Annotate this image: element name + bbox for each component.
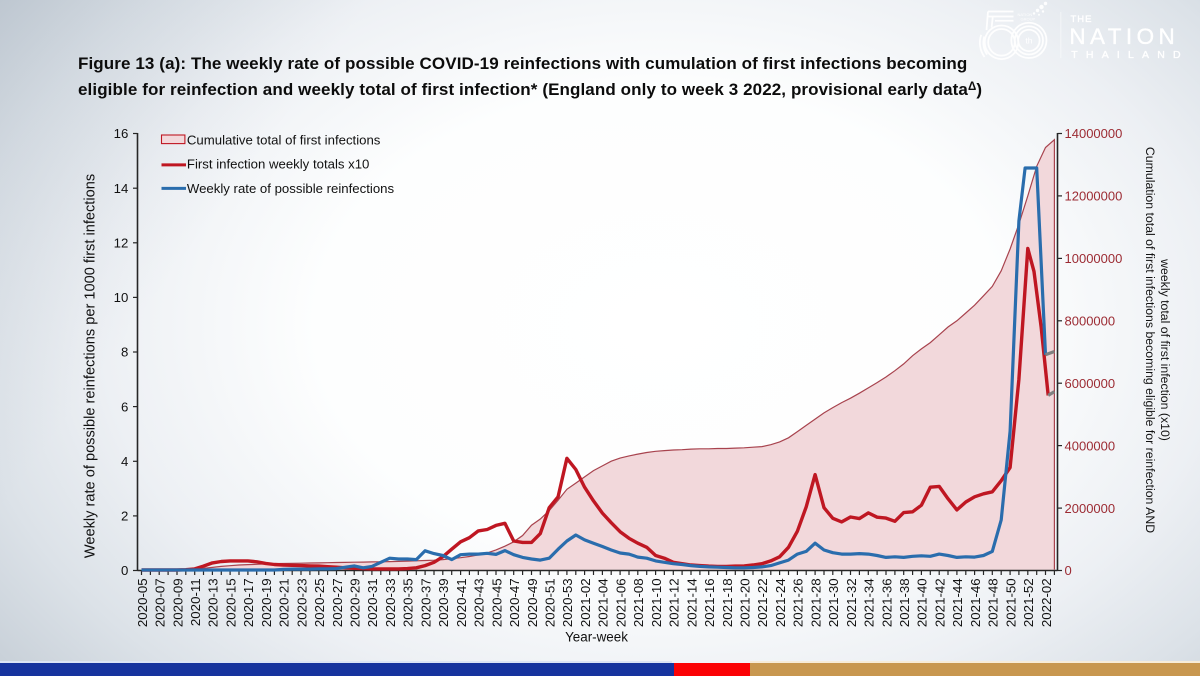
- svg-text:2020-53: 2020-53: [560, 578, 575, 627]
- svg-text:2021-08: 2021-08: [631, 578, 646, 627]
- svg-text:14000000: 14000000: [1065, 126, 1123, 141]
- svg-text:2021-04: 2021-04: [596, 578, 611, 627]
- svg-text:2021-52: 2021-52: [1021, 578, 1036, 627]
- svg-text:10000000: 10000000: [1065, 251, 1123, 266]
- svg-text:2020-47: 2020-47: [507, 578, 522, 627]
- svg-text:2020-35: 2020-35: [401, 578, 416, 627]
- svg-text:THAILAND: THAILAND: [1071, 49, 1189, 61]
- svg-text:2020-33: 2020-33: [383, 578, 398, 627]
- svg-text:Weekly rate of possible rein: Weekly rate of possible reinfections per…: [83, 174, 99, 558]
- svg-text:Cumulation total of first infe: Cumulation total of first infections bec…: [1143, 147, 1157, 533]
- svg-text:0: 0: [121, 563, 128, 578]
- svg-text:8: 8: [121, 345, 128, 360]
- svg-text:2020-37: 2020-37: [418, 578, 433, 627]
- svg-text:2021-40: 2021-40: [915, 578, 930, 627]
- svg-text:10: 10: [114, 290, 129, 305]
- svg-text:2020-13: 2020-13: [206, 578, 221, 627]
- svg-text:2020-41: 2020-41: [454, 578, 469, 627]
- svg-text:2021-28: 2021-28: [808, 578, 823, 627]
- svg-text:Weekly rate of possible reinfe: Weekly rate of possible reinfections: [187, 181, 395, 196]
- svg-text:2021-14: 2021-14: [684, 578, 699, 627]
- svg-text:6000000: 6000000: [1065, 376, 1116, 391]
- svg-text:2021-18: 2021-18: [720, 578, 735, 627]
- svg-text:12000000: 12000000: [1065, 189, 1123, 204]
- svg-text:2021-42: 2021-42: [933, 578, 948, 627]
- svg-text:2020-07: 2020-07: [153, 578, 168, 627]
- svg-text:2020-23: 2020-23: [294, 578, 309, 627]
- svg-text:2: 2: [121, 509, 128, 524]
- svg-text:2020-21: 2020-21: [277, 578, 292, 627]
- svg-text:th: th: [1025, 36, 1032, 46]
- svg-text:2021-12: 2021-12: [667, 578, 682, 627]
- svg-text:6: 6: [121, 399, 128, 414]
- svg-text:0: 0: [1065, 563, 1072, 578]
- svg-text:2021-46: 2021-46: [968, 578, 983, 627]
- svg-text:2021-26: 2021-26: [791, 578, 806, 627]
- svg-text:2021-16: 2021-16: [702, 578, 717, 627]
- svg-text:2021-44: 2021-44: [950, 578, 965, 627]
- svg-text:2020-29: 2020-29: [348, 578, 363, 627]
- svg-text:2021-02: 2021-02: [578, 578, 593, 627]
- svg-text:NATION: NATION: [1069, 24, 1179, 49]
- svg-text:2020-39: 2020-39: [436, 578, 451, 627]
- svg-text:2021-36: 2021-36: [879, 578, 894, 627]
- svg-text:4000000: 4000000: [1065, 438, 1116, 453]
- svg-text:NATION: NATION: [1018, 12, 1033, 17]
- svg-text:First infection weekly totals: First infection weekly totals x10: [187, 157, 370, 172]
- svg-text:2020-09: 2020-09: [170, 578, 185, 627]
- svg-text:Year-week: Year-week: [565, 630, 628, 645]
- svg-text:2021-10: 2021-10: [649, 578, 664, 627]
- svg-text:2021-50: 2021-50: [1003, 578, 1018, 627]
- svg-text:2020-19: 2020-19: [259, 578, 274, 627]
- svg-text:2021-06: 2021-06: [613, 578, 628, 627]
- svg-text:2020-05: 2020-05: [135, 578, 150, 627]
- svg-text:2020-25: 2020-25: [312, 578, 327, 627]
- svg-text:4: 4: [121, 454, 128, 469]
- svg-text:2020-31: 2020-31: [365, 578, 380, 627]
- svg-text:2000000: 2000000: [1065, 501, 1116, 516]
- svg-text:Cumulative total of first infe: Cumulative total of first infections: [187, 132, 381, 147]
- svg-text:2021-22: 2021-22: [755, 578, 770, 627]
- svg-text:2020-27: 2020-27: [330, 578, 345, 627]
- svg-text:2020-17: 2020-17: [241, 578, 256, 627]
- svg-text:2020-51: 2020-51: [543, 578, 558, 627]
- svg-text:8000000: 8000000: [1065, 314, 1116, 329]
- svg-text:GROUP: GROUP: [1021, 16, 1036, 21]
- svg-text:2020-11: 2020-11: [188, 578, 203, 626]
- svg-text:THE: THE: [1071, 14, 1093, 25]
- svg-text:12: 12: [114, 236, 129, 251]
- svg-text:2022-02: 2022-02: [1039, 578, 1054, 627]
- svg-text:2021-20: 2021-20: [738, 578, 753, 627]
- svg-text:2021-48: 2021-48: [986, 578, 1001, 627]
- svg-text:2021-30: 2021-30: [826, 578, 841, 627]
- svg-text:2020-15: 2020-15: [223, 578, 238, 627]
- svg-text:2021-24: 2021-24: [773, 578, 788, 627]
- svg-text:2021-38: 2021-38: [897, 578, 912, 627]
- svg-text:2020-45: 2020-45: [489, 578, 504, 627]
- svg-text:2020-49: 2020-49: [525, 578, 540, 627]
- svg-text:16: 16: [114, 126, 129, 141]
- svg-text:14: 14: [114, 181, 129, 196]
- svg-text:2020-43: 2020-43: [472, 578, 487, 627]
- svg-text:weekly total of first infectio: weekly total of first infection (x10): [1158, 258, 1172, 441]
- svg-text:2021-32: 2021-32: [844, 578, 859, 627]
- svg-text:2021-34: 2021-34: [862, 578, 877, 627]
